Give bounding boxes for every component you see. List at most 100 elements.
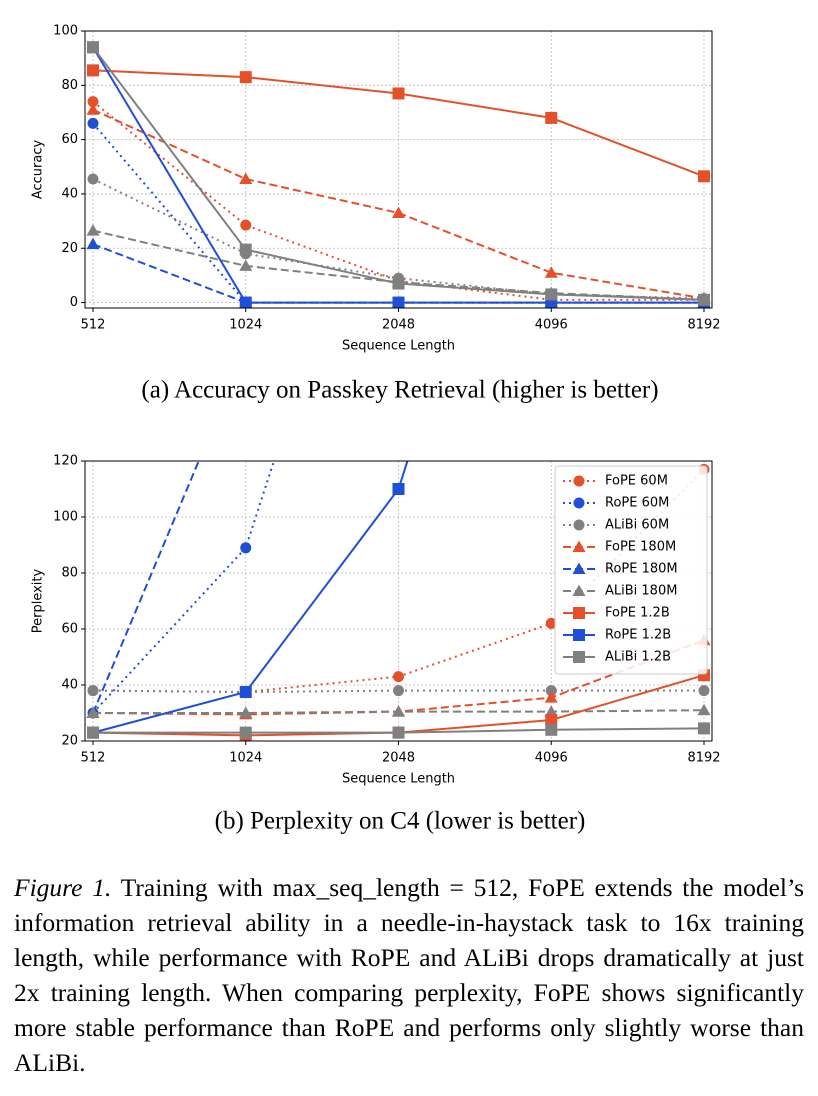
marker <box>545 714 558 726</box>
x-tick-label: 4096 <box>535 318 568 333</box>
marker <box>544 705 558 717</box>
legend-label: ALiBi 60M <box>605 518 669 533</box>
marker <box>87 117 99 129</box>
marker <box>572 562 586 574</box>
marker <box>87 685 99 697</box>
y-tick-label: 40 <box>61 186 78 201</box>
y-tick-label: 20 <box>61 241 78 256</box>
x-tick-label: 512 <box>81 751 106 766</box>
marker <box>573 497 585 509</box>
marker <box>87 41 99 54</box>
marker <box>392 296 405 308</box>
series-line <box>92 461 200 714</box>
marker <box>392 206 405 218</box>
marker <box>392 726 405 739</box>
marker <box>698 722 710 735</box>
marker <box>545 617 557 629</box>
marker <box>240 219 252 231</box>
marker <box>239 71 252 84</box>
marker <box>87 96 99 108</box>
marker <box>544 691 558 703</box>
marker <box>392 483 405 495</box>
marker <box>573 519 585 531</box>
marker <box>572 540 586 552</box>
marker <box>545 296 558 308</box>
legend-label: RoPE 180M <box>605 562 678 577</box>
axes-frame <box>84 30 713 309</box>
figure: 0 20 40 60 80 100 512 1024 2048 4096 8192 Accuracy S… <box>31 7 721 835</box>
marker <box>239 296 252 308</box>
x-tick-label: 512 <box>81 318 106 333</box>
marker <box>86 224 100 236</box>
marker <box>87 64 99 77</box>
figure-caption: Figure 1. Training with max_seq_length =… <box>14 870 804 1080</box>
y-tick-label: 80 <box>61 78 78 93</box>
series-line <box>92 461 409 734</box>
x-axis-label: Sequence Length <box>342 339 455 354</box>
marker <box>572 584 586 596</box>
marker <box>239 686 252 698</box>
y-axis-label: Perplexity <box>31 568 46 633</box>
marker <box>697 703 711 716</box>
marker <box>240 542 252 554</box>
y-tick-label: 60 <box>61 622 78 637</box>
marker <box>545 723 558 736</box>
legend-label: FoPE 60M <box>605 474 668 489</box>
marker <box>573 607 585 619</box>
axes-frame <box>84 460 713 742</box>
marker <box>86 706 100 718</box>
legend-label: ALiBi 1.2B <box>605 650 671 665</box>
caption-label: Figure 1. <box>14 873 112 902</box>
marker <box>239 726 252 739</box>
y-tick-label: 40 <box>61 678 78 693</box>
series-line <box>92 122 704 304</box>
marker <box>239 706 253 718</box>
legend-label: RoPE 1.2B <box>605 628 671 643</box>
x-tick-label: 8192 <box>687 751 720 766</box>
legend-box <box>554 465 708 675</box>
legend-label: FoPE 1.2B <box>605 606 670 621</box>
legend-label: FoPE 180M <box>605 540 676 555</box>
marker <box>545 111 558 124</box>
marker <box>545 288 558 301</box>
y-tick-label: 100 <box>53 24 78 39</box>
marker <box>545 7 557 19</box>
marker <box>393 671 404 683</box>
y-tick-label: 80 <box>61 566 78 581</box>
marker <box>239 259 253 271</box>
marker <box>698 170 710 183</box>
marker <box>87 173 99 185</box>
caption-text: Training with max_seq_length = 512, FoPE… <box>14 873 804 1077</box>
marker <box>392 277 405 290</box>
y-tick-label: 20 <box>61 734 78 749</box>
y-tick-label: 120 <box>53 454 78 469</box>
x-tick-label: 2048 <box>382 318 415 333</box>
marker <box>392 87 405 100</box>
y-tick-label: 0 <box>70 295 78 310</box>
marker <box>545 685 557 697</box>
x-tick-label: 1024 <box>229 318 262 333</box>
marker <box>698 293 710 306</box>
subcaption: (a) Accuracy on Passkey Retrieval (highe… <box>141 377 658 404</box>
marker <box>573 629 585 641</box>
plot-area <box>86 41 711 308</box>
x-tick-label: 1024 <box>229 751 262 766</box>
marker <box>86 237 100 250</box>
subcaption: (b) Perplexity on C4 (lower is better) <box>215 808 586 835</box>
y-tick-label: 100 <box>53 510 78 525</box>
x-axis-label: Sequence Length <box>342 772 455 787</box>
marker <box>392 705 405 717</box>
marker <box>544 266 558 278</box>
marker <box>573 651 585 663</box>
x-tick-label: 4096 <box>535 751 568 766</box>
marker <box>393 685 404 697</box>
marker <box>239 172 253 185</box>
marker <box>698 685 710 697</box>
marker <box>573 475 585 487</box>
legend-label: RoPE 60M <box>605 496 669 511</box>
y-axis-label: Accuracy <box>31 140 46 200</box>
marker <box>393 72 404 83</box>
marker <box>86 103 100 115</box>
marker <box>87 726 99 739</box>
